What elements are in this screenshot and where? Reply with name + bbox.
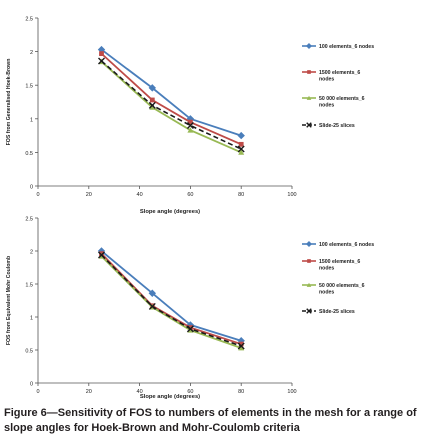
data-point <box>305 42 313 50</box>
data-point <box>238 149 245 155</box>
legend-item: 1500 elements_6 nodes <box>302 70 360 83</box>
legend: 100 elements_6 nodes 1500 elements_6 nodes… <box>302 42 374 129</box>
x-tick-label: 100 <box>287 192 296 198</box>
series-line <box>100 61 242 154</box>
data-point <box>149 104 156 110</box>
series-line <box>100 253 242 345</box>
x-tick-label: 40 <box>137 389 143 395</box>
y-tick-label: 2.5 <box>25 17 33 23</box>
y-tick-label: 0 <box>30 382 33 388</box>
legend-item: Slide-25 slices <box>302 122 355 129</box>
legend-label: 100 elements_6 nodes <box>319 44 374 50</box>
data-point <box>307 259 311 263</box>
data-point <box>237 131 245 140</box>
x-tick-label: 60 <box>187 389 193 395</box>
legend-item: 1500 elements_6 nodes <box>302 259 360 272</box>
data-point <box>306 282 312 287</box>
legend-item: Slide-25 slices <box>302 308 355 315</box>
data-point <box>148 84 157 92</box>
y-tick-label: 1 <box>30 316 33 322</box>
series-3 <box>98 253 245 351</box>
legend: 100 elements_6 nodes 1500 elements_6 nodes… <box>302 240 374 315</box>
data-point <box>98 57 105 65</box>
legend-label: 50 000 elements_6 nodes <box>319 96 365 109</box>
legend-label: 100 elements_6 nodes <box>319 242 374 248</box>
x-tick-label: 80 <box>238 192 244 198</box>
series-1 <box>97 247 245 345</box>
data-point <box>99 51 104 57</box>
x-tick-label: 0 <box>36 389 39 395</box>
data-point <box>148 289 157 297</box>
y-tick-label: 1.5 <box>25 84 33 90</box>
y-tick-label: 0.5 <box>25 151 33 157</box>
legend-item: 50 000 elements_6 nodes <box>302 282 365 296</box>
chart-panel-2: 0 0.5 1 1.5 2 2.5 0 20 40 60 80 100 Slope angle (deg… <box>6 217 374 401</box>
chart-panel-1: 0 0.5 1 1.5 2 2.5 0 20 40 60 80 100 Slope angle (deg… <box>6 17 374 216</box>
data-point <box>188 119 193 125</box>
legend-label: 1500 elements_6 nodes <box>319 259 360 272</box>
data-point <box>305 240 313 248</box>
legend-label: 1500 elements_6 nodes <box>319 70 360 83</box>
series-4 <box>98 57 245 153</box>
legend-label: 50 000 elements_6 nodes <box>319 283 365 296</box>
data-point <box>186 325 194 333</box>
legend-item: 50 000 elements_6 nodes <box>302 95 365 109</box>
x-tick-label: 0 <box>36 192 39 198</box>
legend-label: Slide-25 slices <box>319 123 355 129</box>
series-line <box>100 254 242 347</box>
y-tick-label: 2.5 <box>25 217 33 223</box>
data-point <box>237 342 245 350</box>
series-2 <box>99 251 244 347</box>
series-line <box>100 60 242 150</box>
y-axis-label: FOS from Equivalent Mohr Coulomb <box>6 256 12 345</box>
figure-caption: Figure 6—Sensitivity of FOS to numbers o… <box>4 407 417 434</box>
series-line <box>100 48 242 137</box>
legend-label: Slide-25 slices <box>319 309 355 315</box>
y-tick-label: 0.5 <box>25 349 33 355</box>
data-point <box>238 345 245 351</box>
y-tick-label: 2 <box>30 50 33 56</box>
x-axis-label: Slope angle (degrees) <box>140 209 200 215</box>
data-point <box>148 302 156 310</box>
data-point <box>238 341 244 347</box>
data-point <box>186 122 194 130</box>
data-point <box>149 97 155 103</box>
y-axis-label: FOS from Generalised Hoek-Brown <box>6 59 12 146</box>
series-line <box>100 52 242 146</box>
x-tick-label: 20 <box>86 389 92 395</box>
data-point <box>238 141 244 147</box>
legend-item: 100 elements_6 nodes <box>302 42 374 50</box>
data-point <box>306 308 312 314</box>
series-1 <box>97 45 245 140</box>
y-tick-label: 2 <box>30 250 33 256</box>
x-axis-label: Slope angle (degrees) <box>140 394 200 400</box>
series-line <box>100 250 242 342</box>
legend-item: 100 elements_6 nodes <box>302 240 374 248</box>
data-point <box>306 95 312 100</box>
data-point <box>306 122 312 128</box>
data-point <box>307 70 311 74</box>
x-tick-label: 60 <box>187 192 193 198</box>
data-point <box>98 251 105 259</box>
x-tick-label: 100 <box>287 389 296 395</box>
data-point <box>148 101 156 109</box>
data-point <box>187 127 194 133</box>
y-tick-label: 1 <box>30 117 33 123</box>
x-tick-label: 20 <box>86 192 92 198</box>
series-4 <box>98 251 245 350</box>
data-point <box>237 145 245 153</box>
y-tick-label: 1.5 <box>25 283 33 289</box>
x-tick-label: 40 <box>137 192 143 198</box>
series-2 <box>99 51 244 147</box>
y-tick-label: 0 <box>30 185 33 191</box>
x-tick-label: 80 <box>238 389 244 395</box>
